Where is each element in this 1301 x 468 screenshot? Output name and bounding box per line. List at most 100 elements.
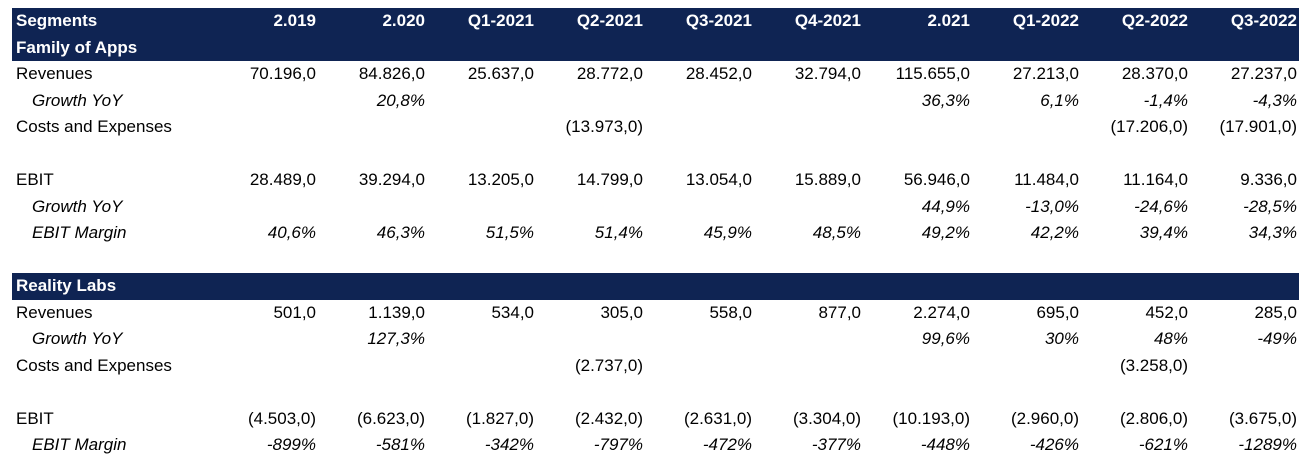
table-cell: -13,0% <box>1025 196 1079 216</box>
table-cell: 51,4% <box>594 223 643 242</box>
table-cell: 36,3% <box>921 90 970 110</box>
section-title: Family of Apps <box>12 34 1299 61</box>
table-cell: 28.489,0 <box>249 170 316 189</box>
table-cell <box>863 353 972 380</box>
header-cell: 2.019 <box>209 8 318 35</box>
table-cell: -899% <box>266 435 316 454</box>
header-cell: Q1-2022 <box>972 8 1081 35</box>
table-cell: 27.213,0 <box>1012 64 1079 83</box>
table-cell <box>645 353 754 380</box>
table-cell: 501,0 <box>273 302 316 322</box>
table-cell: 49,2% <box>921 223 970 242</box>
table-cell: 558,0 <box>709 302 752 322</box>
table-row-family-ebit-margin: EBIT Margin 40,6% 46,3% 51,5% 51,4% 45,9… <box>12 220 1299 247</box>
table-row-family-revenue-growth: Growth YoY 20,8% 36,3% 6,1% -1,4% -4,3% <box>12 88 1299 115</box>
table-cell: 48,5% <box>812 223 861 242</box>
section-reality-labs: Reality Labs <box>12 273 1299 300</box>
table-cell: -1289% <box>1238 435 1297 454</box>
header-row: Segments 2.019 2.020 Q1-2021 Q2-2021 Q3-… <box>12 8 1299 35</box>
table-cell: 84.826,0 <box>358 64 425 83</box>
table-cell: -4,3% <box>1252 90 1297 110</box>
table-cell: -797% <box>593 435 643 454</box>
table-cell: 13.054,0 <box>685 170 752 189</box>
table-cell: 25.637,0 <box>467 64 534 83</box>
table-cell: 285,0 <box>1254 302 1297 322</box>
table-cell: 34,3% <box>1248 223 1297 242</box>
row-label: EBIT Margin <box>32 223 127 242</box>
table-cell: 40,6% <box>267 223 316 242</box>
table-cell: 42,2% <box>1030 223 1079 242</box>
table-cell: 9.336,0 <box>1240 170 1297 189</box>
table-cell <box>209 114 318 141</box>
table-cell: -448% <box>920 435 970 454</box>
table-cell: (10.193,0) <box>892 408 971 428</box>
table-cell: 51,5% <box>485 223 534 242</box>
section-family-of-apps: Family of Apps <box>12 34 1299 61</box>
table-cell: (17.901,0) <box>1219 117 1298 136</box>
table-cell: 534,0 <box>491 302 534 322</box>
table-cell <box>318 353 427 380</box>
table-cell: 28.772,0 <box>576 64 643 83</box>
table-cell <box>972 114 1081 141</box>
table-cell: 6,1% <box>1040 90 1079 110</box>
table-cell <box>754 88 863 115</box>
table-row-reality-ebit: EBIT (4.503,0) (6.623,0) (1.827,0) (2.43… <box>12 406 1299 433</box>
table-cell <box>536 194 645 221</box>
table-cell <box>427 326 536 353</box>
table-cell: 48% <box>1153 329 1188 348</box>
table-cell: 1.139,0 <box>368 302 425 322</box>
table-cell: 877,0 <box>818 302 861 322</box>
table-cell: -621% <box>1138 435 1188 454</box>
table-cell: (3.675,0) <box>1228 408 1297 428</box>
row-label: Costs and Expenses <box>16 355 172 375</box>
table-cell <box>972 353 1081 380</box>
section-title: Reality Labs <box>12 273 1299 300</box>
table-row-family-costs: Costs and Expenses (13.973,0) (17.206,0)… <box>12 114 1299 141</box>
table-cell: (2.960,0) <box>1010 408 1079 428</box>
table-cell <box>645 326 754 353</box>
table-cell: 39,4% <box>1139 223 1188 242</box>
table-cell <box>863 114 972 141</box>
table-cell: (2.737,0) <box>574 355 643 375</box>
table-cell <box>536 88 645 115</box>
table-cell: -49% <box>1257 329 1297 348</box>
table-cell: 44,9% <box>921 196 970 216</box>
table-cell: 127,3% <box>367 329 425 348</box>
table-cell <box>209 194 318 221</box>
table-cell: (17.206,0) <box>1110 117 1189 136</box>
table-cell: 115.655,0 <box>895 64 970 83</box>
table-cell: 30% <box>1044 329 1079 348</box>
spacer-cell <box>12 379 1299 406</box>
segments-table: Segments 2.019 2.020 Q1-2021 Q2-2021 Q3-… <box>12 8 1299 459</box>
table-cell <box>427 114 536 141</box>
table-row-reality-revenues: Revenues 501,0 1.139,0 534,0 305,0 558,0… <box>12 300 1299 327</box>
table-cell <box>427 353 536 380</box>
table-cell: -24,6% <box>1134 196 1188 216</box>
spacer-row <box>12 141 1299 168</box>
spacer-cell <box>12 141 1299 168</box>
table-cell <box>645 114 754 141</box>
table-cell: 11.484,0 <box>1014 170 1079 189</box>
table-cell <box>536 326 645 353</box>
row-label: Revenues <box>16 64 93 83</box>
table-cell: 70.196,0 <box>249 64 316 83</box>
row-label: Costs and Expenses <box>16 117 172 136</box>
table-cell: 39.294,0 <box>358 170 425 189</box>
table-cell <box>754 326 863 353</box>
table-cell: (6.623,0) <box>356 408 425 428</box>
table-cell: -426% <box>1029 435 1079 454</box>
table-cell: (3.304,0) <box>792 408 861 428</box>
table-cell: 2.274,0 <box>913 302 970 322</box>
table-cell: 56.946,0 <box>903 170 970 189</box>
row-label: EBIT <box>16 408 54 428</box>
table-cell: -472% <box>702 435 752 454</box>
table-cell <box>1190 353 1299 380</box>
table-cell: (13.973,0) <box>565 117 644 136</box>
table-cell <box>427 88 536 115</box>
header-cell: Q3-2021 <box>645 8 754 35</box>
table-row-reality-revenue-growth: Growth YoY 127,3% 99,6% 30% 48% -49% <box>12 326 1299 353</box>
table-cell: (3.258,0) <box>1119 355 1188 375</box>
header-cell: Q1-2021 <box>427 8 536 35</box>
table-cell: -28,5% <box>1243 196 1297 216</box>
header-cell: 2.020 <box>318 8 427 35</box>
